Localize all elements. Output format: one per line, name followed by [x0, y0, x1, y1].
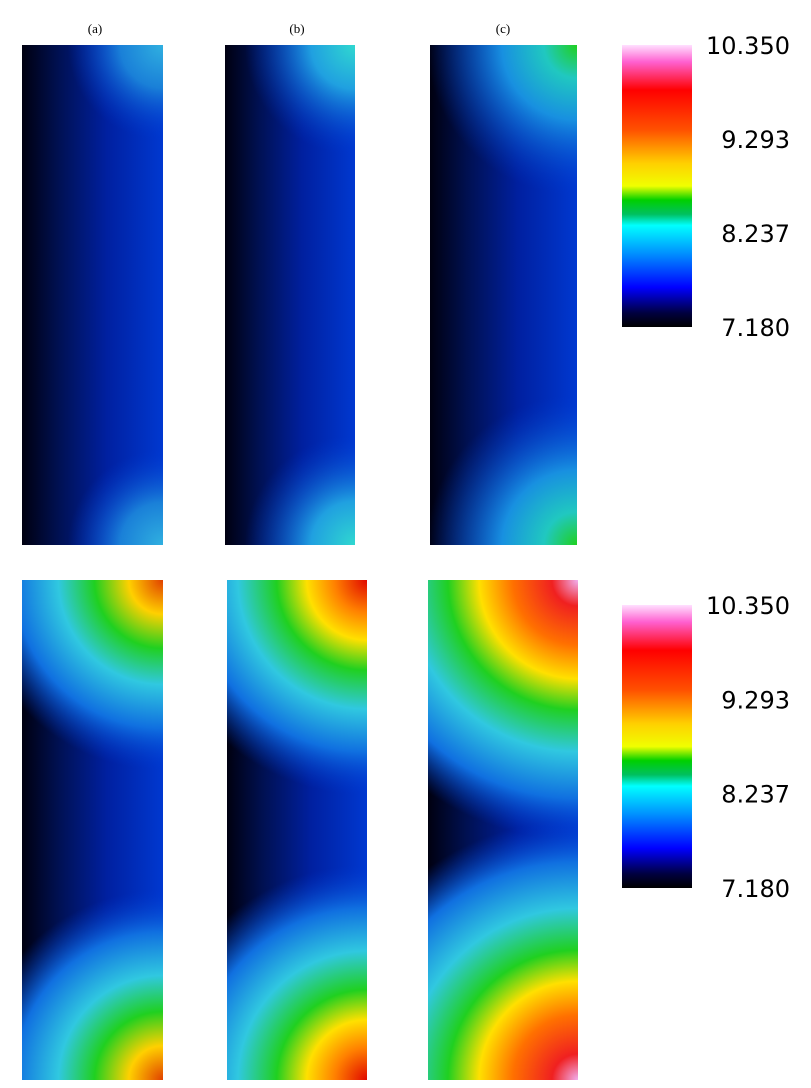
- contour-panel: [22, 580, 163, 1080]
- colorbar-tick-label: 9.293: [721, 126, 790, 154]
- hot-spot: [22, 45, 163, 545]
- panel-label: (b): [289, 21, 304, 36]
- colorbar-tick-label: 7.180: [721, 875, 790, 903]
- panel-label: (a): [88, 21, 102, 36]
- hot-spot: [225, 45, 355, 545]
- colorbar: [622, 605, 692, 888]
- colorbar-tick-label: 8.237: [721, 220, 790, 248]
- colorbar-tick-label: 9.293: [721, 686, 790, 714]
- hot-spot: [430, 45, 577, 545]
- colorbar-tick-label: 10.350: [706, 592, 790, 620]
- contour-panel: [430, 45, 577, 545]
- contour-panel: [22, 45, 163, 545]
- panel-label: (c): [496, 21, 510, 36]
- hot-spot: [227, 580, 367, 1080]
- contour-panel: [227, 580, 367, 1080]
- colorbar-tick-label: 10.350: [706, 32, 790, 60]
- colorbar-tick-label: 8.237: [721, 781, 790, 809]
- hot-spot: [22, 580, 163, 1080]
- hot-spot: [428, 580, 578, 1080]
- colorbar-tick-label: 7.180: [721, 314, 790, 342]
- contour-panel: [428, 580, 578, 1080]
- colorbar: [622, 45, 692, 327]
- contour-panel: [225, 45, 355, 545]
